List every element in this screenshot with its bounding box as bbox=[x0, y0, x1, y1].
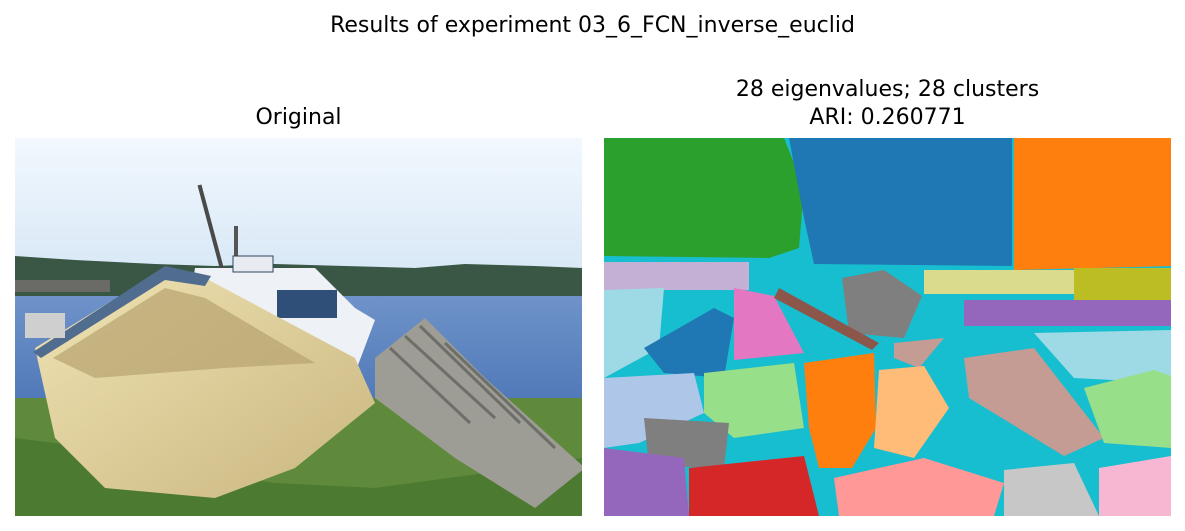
cluster-red bbox=[689, 456, 819, 516]
cluster-pink bbox=[734, 288, 804, 360]
segmentation-title-line-2: ARI: 0.260771 bbox=[809, 105, 966, 130]
figure-title: Results of experiment 03_6_FCN_inverse_e… bbox=[330, 13, 855, 38]
cluster-pale-cyan-right bbox=[1034, 330, 1171, 383]
cluster-orange bbox=[1014, 138, 1171, 270]
boat-photo bbox=[15, 138, 582, 516]
cluster-light-blue bbox=[604, 373, 704, 448]
cluster-purple-bottom bbox=[604, 448, 689, 516]
cluster-gray-top bbox=[842, 270, 922, 338]
cluster-boat-blue bbox=[644, 308, 734, 378]
cabin-window bbox=[277, 290, 337, 318]
cluster-tan-right bbox=[964, 348, 1104, 456]
segmentation-image-panel bbox=[604, 138, 1171, 516]
cluster-segmentation-map bbox=[604, 138, 1171, 516]
segmentation-panel-title: 28 eigenvalues; 28 clusters ARI: 0.26077… bbox=[604, 76, 1171, 132]
cluster-light-green-left bbox=[704, 363, 804, 438]
cluster-light-pink bbox=[1099, 456, 1171, 516]
sky bbox=[15, 138, 582, 273]
boat-inner-shadow bbox=[53, 288, 315, 378]
original-image-panel bbox=[15, 138, 582, 516]
cluster-gray-bottom bbox=[644, 418, 729, 468]
cluster-green bbox=[604, 138, 804, 258]
cluster-light-green-right bbox=[1084, 370, 1171, 448]
cluster-brown bbox=[774, 288, 879, 350]
segmentation-title-line-1: 28 eigenvalues; 28 clusters bbox=[735, 77, 1040, 102]
boat-trim bbox=[33, 266, 211, 358]
cluster-tan-small bbox=[894, 338, 944, 368]
cluster-pale-cyan-left bbox=[604, 288, 664, 378]
cluster-lavender bbox=[604, 262, 749, 290]
cluster-purple-strip bbox=[964, 300, 1171, 326]
grass-detail bbox=[15, 438, 582, 516]
cluster-light-orange bbox=[874, 366, 949, 458]
cluster-blue bbox=[789, 138, 1012, 266]
dock bbox=[15, 280, 110, 292]
cluster-salmon bbox=[834, 458, 1004, 516]
cluster-olive bbox=[1074, 268, 1171, 302]
original-panel-title: Original bbox=[255, 105, 342, 130]
boat-number bbox=[232, 255, 274, 273]
cluster-orange-center bbox=[804, 353, 876, 468]
cluster-khaki bbox=[924, 270, 1074, 294]
rock bbox=[25, 313, 65, 338]
cluster-silver bbox=[1004, 463, 1099, 516]
lobster-trap-slats bbox=[388, 324, 557, 450]
lobster-trap bbox=[375, 318, 582, 508]
